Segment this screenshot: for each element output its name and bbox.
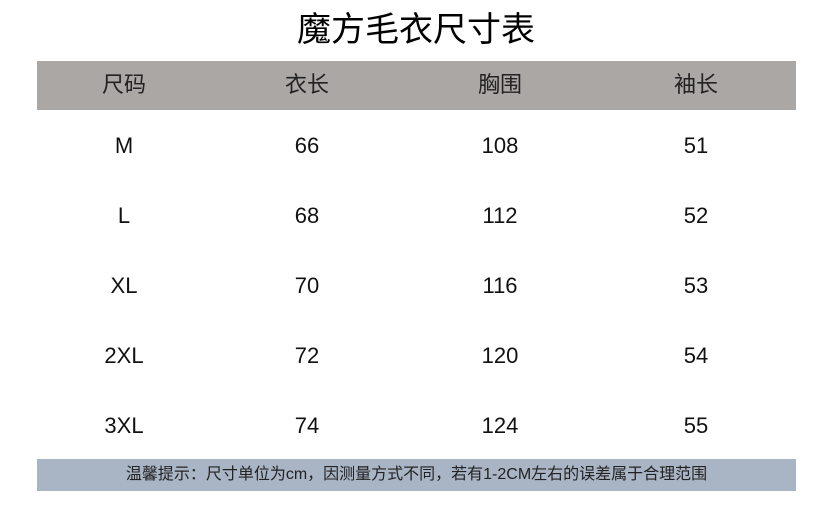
table-cell: XL bbox=[110, 273, 138, 298]
table-row: M 66 108 51 bbox=[0, 126, 832, 166]
table-cell: 55 bbox=[683, 413, 709, 438]
table-cell: M bbox=[114, 133, 134, 158]
column-header: 尺码 bbox=[101, 73, 147, 98]
table-cell: 124 bbox=[481, 413, 519, 438]
column-header: 袖长 bbox=[673, 73, 719, 98]
table-header: 尺码 衣长 胸围 袖长 bbox=[37, 61, 796, 110]
table-cell: L bbox=[117, 203, 131, 228]
table-cell: 3XL bbox=[104, 413, 144, 438]
footer-note: 温馨提示：尺寸单位为cm，因测量方式不同，若有1-2CM左右的误差属于合理范围 bbox=[37, 459, 796, 491]
page-title: 魔方毛衣尺寸表 bbox=[297, 10, 535, 50]
column-header: 衣长 bbox=[284, 73, 330, 98]
table-cell: 70 bbox=[294, 273, 320, 298]
table-cell: 74 bbox=[294, 413, 320, 438]
column-header: 胸围 bbox=[477, 73, 523, 98]
table-cell: 116 bbox=[482, 273, 518, 298]
table-cell: 53 bbox=[683, 273, 709, 298]
table-cell: 120 bbox=[481, 343, 519, 368]
table-cell: 52 bbox=[683, 203, 709, 228]
table-cell: 54 bbox=[683, 343, 709, 368]
table-row: XL 70 116 53 bbox=[0, 266, 832, 306]
table-row: L 68 112 52 bbox=[0, 196, 832, 236]
table-cell: 2XL bbox=[104, 343, 144, 368]
table-cell: 51 bbox=[683, 133, 709, 158]
table-cell: 66 bbox=[294, 133, 320, 158]
table-cell: 68 bbox=[294, 203, 320, 228]
table-cell: 72 bbox=[294, 343, 320, 368]
table-row: 3XL 74 124 55 bbox=[0, 406, 832, 446]
table-row: 2XL 72 120 54 bbox=[0, 336, 832, 376]
table-cell: 112 bbox=[482, 203, 518, 228]
table-cell: 108 bbox=[481, 133, 519, 158]
